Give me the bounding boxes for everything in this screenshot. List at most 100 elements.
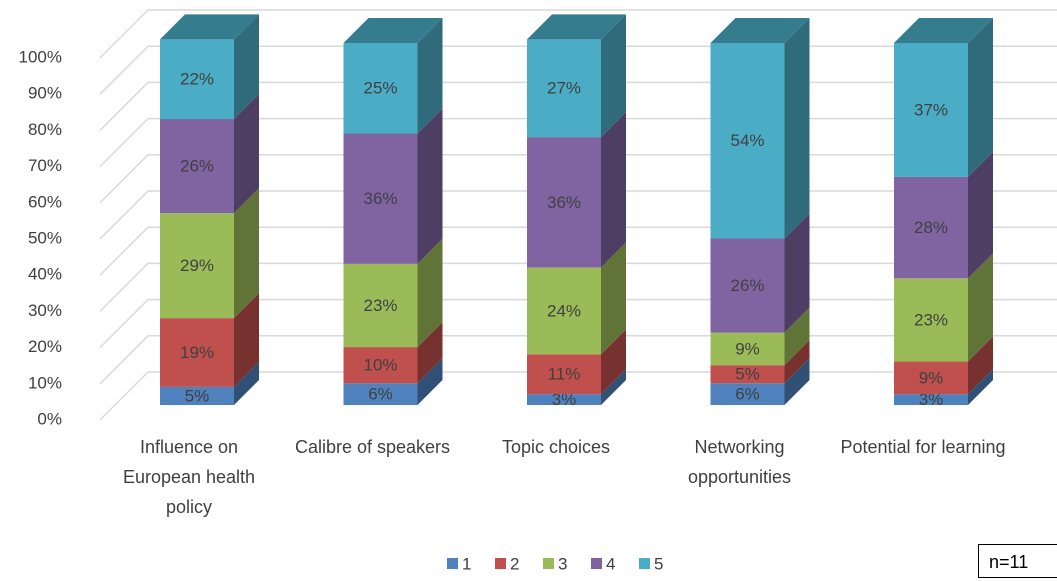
bar-side — [601, 112, 626, 268]
bar-side — [784, 18, 810, 239]
bar-side — [417, 358, 443, 405]
data-label: 6% — [735, 385, 760, 404]
data-label: 22% — [180, 70, 214, 89]
bar-side — [601, 242, 626, 355]
y-tick-label: 100% — [19, 47, 62, 66]
data-label: 36% — [547, 193, 581, 212]
legend-swatch — [639, 558, 650, 569]
bar-side — [417, 238, 443, 348]
data-label: 28% — [914, 218, 948, 237]
y-tick-label: 80% — [28, 120, 62, 139]
data-label: 19% — [180, 343, 214, 362]
bar-side — [234, 361, 259, 405]
legend-swatch — [591, 558, 602, 569]
data-label: 11% — [548, 365, 581, 384]
data-label: 29% — [180, 256, 214, 275]
bar — [343, 133, 418, 264]
grid-line — [99, 9, 1057, 59]
bar-side — [968, 336, 993, 395]
x-tick-label: Influence on European health policy — [122, 437, 256, 517]
x-tick-label: Topic choices — [501, 437, 611, 457]
x-tick-label: Potential for learning — [840, 437, 1006, 457]
bar — [710, 365, 785, 384]
bar-side — [234, 293, 259, 387]
bar-side — [968, 369, 993, 405]
bar — [527, 394, 601, 405]
y-tick-label: 50% — [28, 228, 62, 247]
bar — [894, 361, 968, 395]
bar-side — [234, 14, 259, 120]
legend-swatch — [495, 558, 506, 569]
bar — [527, 267, 601, 355]
bar — [894, 394, 968, 405]
legend-label: 3 — [558, 554, 567, 573]
x-tick-label: Calibre of speakers — [294, 437, 451, 457]
bar-side — [968, 18, 993, 177]
y-tick-label: 20% — [28, 337, 62, 356]
data-label: 23% — [914, 310, 948, 329]
bar-side — [417, 322, 443, 384]
bar-top — [894, 18, 993, 43]
bar — [710, 238, 785, 333]
bar — [160, 119, 234, 214]
bar-side — [601, 329, 626, 395]
legend-label: 2 — [510, 554, 519, 573]
bar — [894, 176, 968, 279]
y-tick-label: 40% — [28, 265, 62, 284]
y-tick-label: 10% — [28, 373, 62, 392]
data-label: 9% — [919, 368, 944, 387]
data-label: 25% — [363, 79, 397, 98]
x-tick-label: Networking opportunities — [687, 437, 792, 487]
y-tick-label: 70% — [28, 156, 62, 175]
legend-label: 1 — [462, 554, 471, 573]
bar-top — [343, 18, 443, 43]
bar — [160, 386, 234, 405]
bar-side — [784, 340, 810, 384]
data-label: 54% — [730, 131, 764, 150]
legend-swatch — [543, 558, 554, 569]
bar — [710, 383, 785, 405]
bar — [527, 354, 601, 395]
bar-side — [968, 253, 993, 362]
data-label: 27% — [547, 79, 581, 98]
bar-top — [710, 18, 810, 43]
bar — [160, 39, 234, 120]
bar — [527, 39, 601, 138]
legend-label: 4 — [606, 554, 615, 573]
bar-side — [601, 369, 626, 405]
data-label: 26% — [180, 157, 214, 176]
bar-side — [784, 307, 810, 366]
bar-top — [160, 14, 259, 40]
bar — [710, 332, 785, 366]
bar-side — [234, 94, 259, 214]
bar — [160, 213, 234, 319]
bar — [343, 383, 418, 405]
data-label: 6% — [368, 385, 393, 404]
bar-side — [417, 108, 443, 264]
bar-side — [601, 14, 626, 138]
y-tick-label: 0% — [37, 409, 62, 428]
data-label: 37% — [914, 100, 948, 119]
bar-side — [234, 188, 259, 319]
data-label: 10% — [363, 356, 397, 375]
bar — [527, 137, 601, 268]
legend-swatch — [447, 558, 458, 569]
bar — [894, 278, 968, 362]
bar — [894, 43, 968, 177]
data-label: 3% — [919, 390, 944, 409]
data-label: 23% — [363, 296, 397, 315]
bar — [343, 347, 418, 384]
annotation: n=11 — [978, 544, 1057, 578]
bar-side — [968, 151, 993, 279]
data-label: 3% — [552, 390, 577, 409]
y-tick-label: 60% — [28, 192, 62, 211]
bar-side — [417, 18, 443, 134]
data-label: 26% — [730, 276, 764, 295]
y-tick-label: 30% — [28, 301, 62, 320]
bar-top — [527, 14, 626, 40]
bar — [160, 318, 234, 387]
data-label: 36% — [363, 189, 397, 208]
data-label: 9% — [735, 339, 760, 358]
